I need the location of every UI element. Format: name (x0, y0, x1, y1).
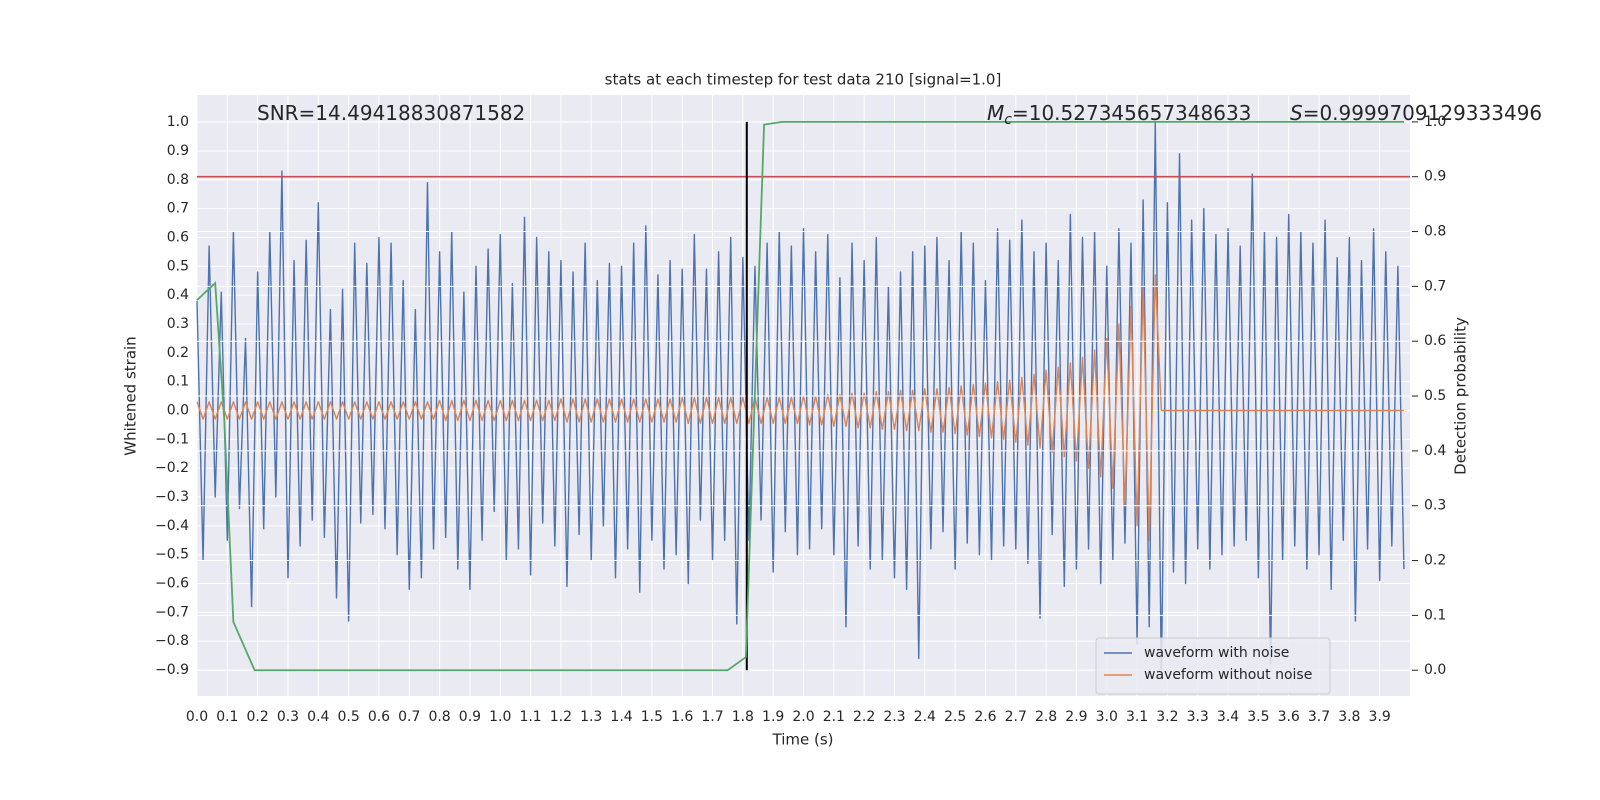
x-tick-label: 0.0 (186, 709, 208, 725)
y-axis-label: Whitened strain (122, 336, 140, 455)
y-tick-label: 0.6 (167, 229, 189, 245)
x-tick-label: 1.7 (701, 709, 723, 725)
x-tick-label: 1.8 (732, 709, 754, 725)
annotation: S=0.9999709129333496 (1290, 101, 1542, 125)
x-tick-label: 1.5 (641, 709, 663, 725)
x-tick-label: 1.9 (762, 709, 784, 725)
y-tick-label: 0.8 (167, 172, 189, 188)
y-tick-label: −0.6 (155, 576, 189, 592)
x-tick-label: 1.0 (489, 709, 511, 725)
y-tick-label: −0.2 (155, 460, 189, 476)
y2-tick-label: 0.0 (1424, 662, 1446, 678)
annotation-symbol: M (987, 101, 1004, 125)
x-tick-label: 0.8 (428, 709, 450, 725)
y2-tick-label: 0.2 (1424, 553, 1446, 569)
y2-tick-label: 0.4 (1424, 443, 1446, 459)
x-tick-label: 3.1 (1126, 709, 1148, 725)
y-tick-label: 0.3 (167, 316, 189, 332)
series-line (196, 121, 1405, 680)
x-tick-label: 0.7 (398, 709, 420, 725)
probability-line (196, 120, 1404, 672)
y-tick-label: 0.2 (167, 345, 189, 361)
x-tick-label: 1.3 (580, 709, 602, 725)
x-tick-label: 3.8 (1338, 709, 1360, 725)
y-tick-label: −0.3 (155, 489, 189, 505)
x-tick-label: 2.3 (883, 709, 905, 725)
x-tick-label: 2.6 (974, 709, 996, 725)
x-tick-label: 3.3 (1187, 709, 1209, 725)
y2-axis-label: Detection probability (1452, 317, 1470, 475)
legend-label: waveform without noise (1144, 667, 1312, 683)
y-tick-label: 1.0 (167, 114, 189, 130)
y-tick-label: 0.9 (167, 143, 189, 159)
legend-box (1095, 637, 1331, 695)
y2-tick-label: 0.3 (1424, 498, 1446, 514)
y2-tick-label: 0.9 (1424, 169, 1446, 185)
y-tick-label: 0.1 (167, 374, 189, 390)
x-tick-label: 0.3 (277, 709, 299, 725)
chart-title: stats at each timestep for test data 210… (605, 71, 1002, 89)
y2-tick-label: 0.6 (1424, 333, 1446, 349)
annotation-symbol: S (1290, 101, 1303, 125)
y-tick-label: −0.9 (155, 662, 189, 678)
x-tick-label: 2.2 (853, 709, 875, 725)
x-tick-label: 0.2 (247, 709, 269, 725)
annotation: SNR=14.49418830871582 (257, 101, 525, 125)
x-tick-label: 0.5 (337, 709, 359, 725)
x-tick-label: 2.9 (1065, 709, 1087, 725)
y-tick-label: 0.4 (167, 287, 189, 303)
y2-tick-label: 0.1 (1424, 607, 1446, 623)
annotation-subscript: c (1004, 112, 1012, 128)
x-tick-label: 2.7 (1005, 709, 1027, 725)
y2-tick-label: 0.5 (1424, 388, 1446, 404)
y-tick-label: −0.5 (155, 547, 189, 563)
annotation-text: =10.527345657348633 (1012, 101, 1251, 125)
x-tick-label: 0.4 (307, 709, 329, 725)
y2-tick-label: 1.0 (1424, 114, 1446, 130)
x-tick-label: 2.0 (792, 709, 814, 725)
x-tick-label: 3.2 (1156, 709, 1178, 725)
x-tick-label: 3.0 (1096, 709, 1118, 725)
y-tick-label: −0.8 (155, 633, 189, 649)
x-tick-label: 2.8 (1035, 709, 1057, 725)
x-axis-label: Time (s) (772, 731, 834, 749)
x-tick-label: 3.9 (1369, 709, 1391, 725)
y-tick-label: 0.7 (167, 201, 189, 217)
x-tick-label: 1.2 (550, 709, 572, 725)
x-tick-label: 3.7 (1308, 709, 1330, 725)
y2-tick-label: 0.7 (1424, 278, 1446, 294)
x-tick-label: 2.1 (823, 709, 845, 725)
x-tick-label: 3.6 (1278, 709, 1300, 725)
x-tick-label: 2.4 (914, 709, 936, 725)
x-tick-label: 3.5 (1247, 709, 1269, 725)
annotation-text: =0.9999709129333496 (1303, 101, 1542, 125)
x-tick-label: 2.5 (944, 709, 966, 725)
x-tick-label: 1.1 (519, 709, 541, 725)
legend-label: waveform with noise (1144, 645, 1289, 661)
y-tick-label: 0.5 (167, 258, 189, 274)
y-tick-label: −0.4 (155, 518, 189, 534)
annotation: Mc=10.527345657348633 (987, 101, 1251, 129)
x-tick-label: 0.6 (368, 709, 390, 725)
x-tick-label: 3.4 (1217, 709, 1239, 725)
x-tick-label: 0.9 (459, 709, 481, 725)
y-tick-label: −0.1 (155, 431, 189, 447)
y-tick-label: −0.7 (155, 604, 189, 620)
x-tick-label: 1.6 (671, 709, 693, 725)
y2-tick-label: 0.8 (1424, 224, 1446, 240)
x-tick-label: 1.4 (610, 709, 632, 725)
x-tick-label: 0.1 (216, 709, 238, 725)
annotation-text: SNR=14.49418830871582 (257, 101, 525, 125)
y-tick-label: 0.0 (167, 402, 189, 418)
series-line (196, 274, 1404, 541)
